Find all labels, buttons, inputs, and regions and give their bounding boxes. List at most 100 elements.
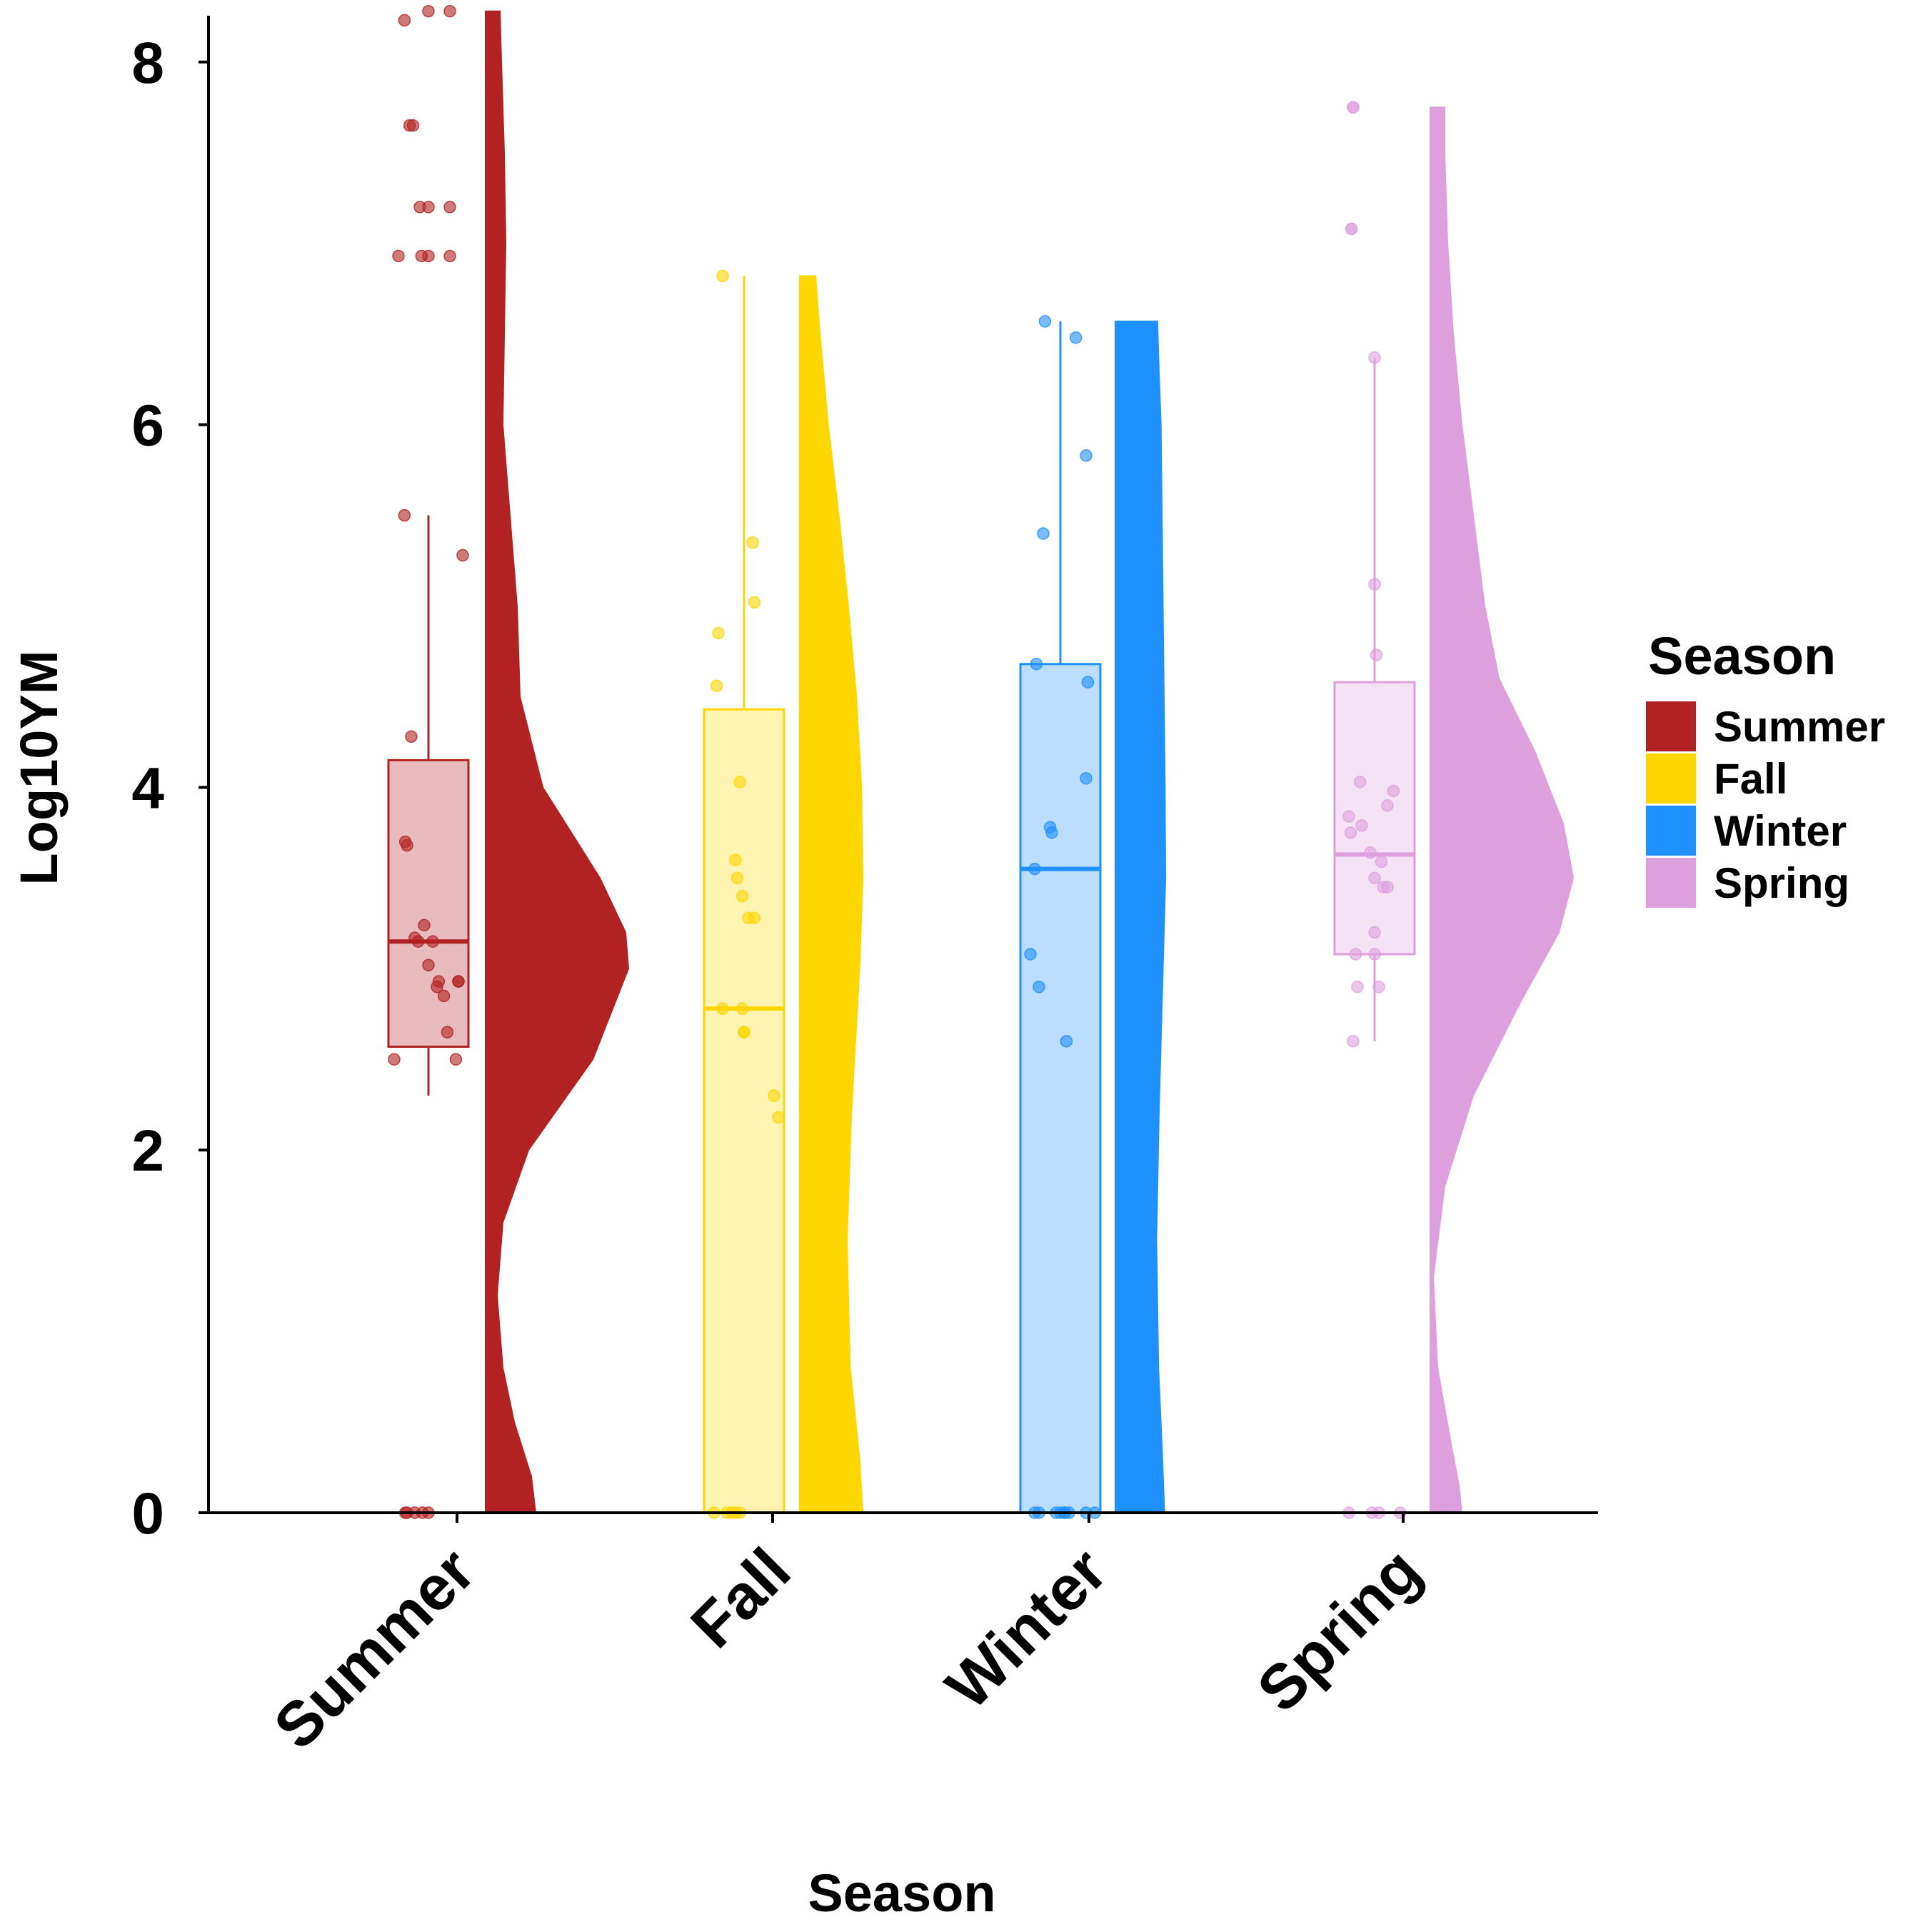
y-tick-label: 2 [131,1118,164,1183]
data-point-winter [1028,862,1041,876]
data-point-winter [1037,527,1050,540]
data-point-spring [1355,819,1368,832]
data-point-fall [716,1002,729,1015]
y-axis: 0 2 4 6 8 [131,31,209,1546]
legend-swatch-winter [1646,806,1696,856]
data-point-fall [733,776,746,789]
y-tick-label: 4 [131,756,164,821]
data-point-fall [738,1026,750,1038]
x-tick-label-summer: Summer [260,1534,488,1762]
data-point-summer [418,919,431,932]
x-axis: Summer Fall Winter Spring [260,1513,1434,1762]
data-point-spring [1368,926,1381,939]
data-point-spring [1364,846,1377,859]
data-point-fall [712,626,725,640]
data-point-fall [735,889,749,903]
data-point-spring [1387,784,1400,798]
data-point-summer [422,201,435,214]
y-tick-label: 0 [131,1481,164,1546]
data-point-summer [398,509,411,522]
x-tick-label-spring: Spring [1243,1534,1434,1725]
data-point-spring [1370,649,1383,661]
data-point-fall [710,679,723,692]
data-point-summer [422,249,435,263]
data-point-winter [1033,980,1045,993]
data-point-spring [1368,351,1381,364]
data-point-summer [422,959,435,971]
data-point-summer [411,935,425,948]
cloud-spring [1430,106,1575,1513]
data-point-summer [443,249,456,263]
box-winter [1019,663,1102,1514]
data-point-spring [1342,810,1355,823]
data-point-spring [1351,980,1364,993]
data-point-fall [729,854,742,866]
data-point-winter [1080,771,1093,785]
cloud-fall [799,275,864,1513]
data-point-winter [1081,676,1095,689]
data-point-winter [1030,657,1043,671]
x-axis-title: Season [808,1863,995,1923]
points-layer [388,4,1407,1519]
legend-swatch-summer [1646,701,1696,751]
data-point-summer [406,119,420,132]
data-point-winter [1038,315,1052,328]
data-point-winter [1045,826,1058,839]
legend-title: Season [1648,626,1836,686]
data-point-fall [730,871,744,885]
data-point-winter [1024,948,1037,961]
data-point-fall [716,269,729,283]
data-point-summer [388,1053,401,1066]
legend-swatch-fall [1646,754,1696,804]
data-point-summer [392,249,405,263]
data-point-fall [748,911,761,924]
data-point-spring [1372,980,1385,993]
data-point-spring [1349,948,1362,961]
data-point-spring [1345,222,1358,236]
data-point-summer [398,14,411,27]
data-point-winter [1069,331,1083,344]
data-point-summer [426,935,439,948]
data-point-spring [1344,826,1357,839]
data-point-spring [1381,881,1394,894]
box-summer [387,759,470,1048]
data-point-winter [1060,1035,1073,1048]
data-point-fall [735,1002,749,1015]
y-tick-label: 6 [131,394,164,459]
data-point-summer [449,1053,463,1066]
data-point-summer [401,839,413,852]
cloud-winter [1115,320,1167,1513]
data-point-summer [422,4,435,18]
clouds-layer [485,10,1575,1513]
legend-label-fall: Fall [1714,755,1787,803]
data-point-fall [748,596,761,609]
legend-label-summer: Summer [1714,703,1885,751]
data-point-spring [1368,871,1381,885]
x-tick-label-fall: Fall [677,1534,803,1661]
cloud-summer [485,10,630,1513]
data-point-spring [1381,799,1394,812]
data-point-spring [1347,1035,1360,1048]
data-point-fall [772,1111,785,1124]
y-axis-title: Log10YM [9,651,69,886]
legend-label-winter: Winter [1714,807,1847,855]
data-point-summer [432,975,446,988]
data-point-spring [1375,855,1388,869]
box-fall [703,708,785,1514]
data-point-spring [1353,776,1367,789]
data-point-fall [746,536,759,549]
data-point-winter [1080,449,1093,462]
data-point-spring [1368,948,1381,961]
data-point-summer [441,1026,454,1038]
legend-swatch-spring [1646,858,1696,908]
data-point-summer [452,975,465,988]
x-tick-label-winter: Winter [932,1534,1120,1722]
y-tick-label: 8 [131,31,164,96]
data-point-spring [1347,101,1360,114]
data-point-summer [443,201,456,214]
data-point-spring [1368,578,1381,591]
data-point-summer [456,549,469,562]
data-point-summer [437,989,451,1003]
